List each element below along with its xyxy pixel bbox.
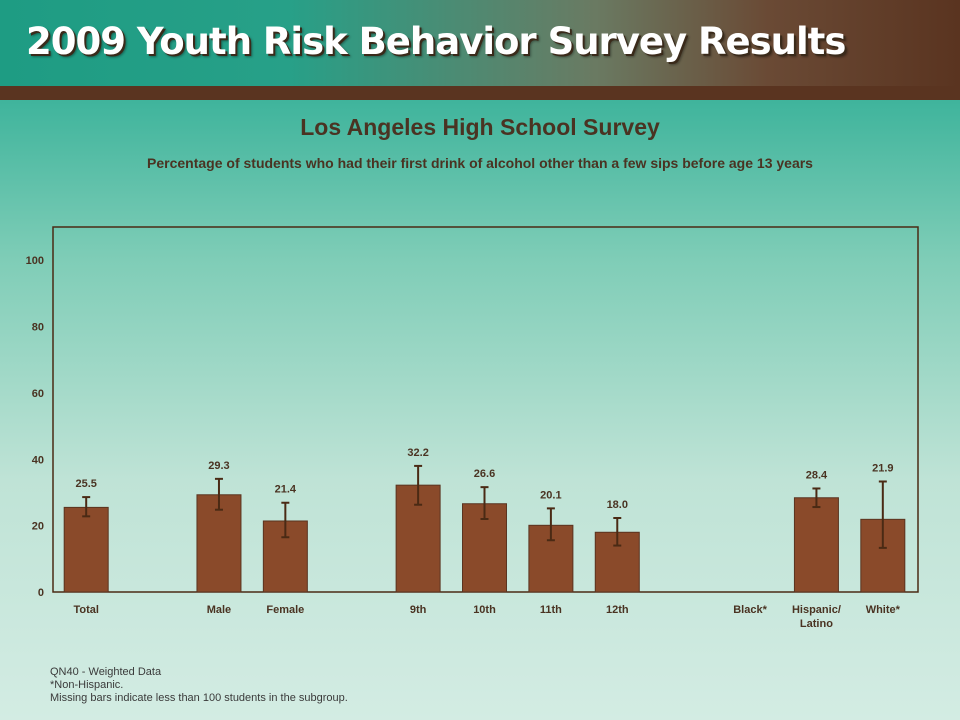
x-tick-label: Latino bbox=[800, 618, 833, 630]
y-tick-label: 40 bbox=[32, 454, 44, 466]
x-tick-label: Female bbox=[266, 604, 304, 616]
data-label: 26.6 bbox=[474, 468, 495, 480]
y-tick-label: 0 bbox=[38, 587, 44, 599]
footnote-data-source: QN40 - Weighted Data bbox=[50, 666, 162, 678]
x-tick-label: Male bbox=[207, 604, 231, 616]
x-tick-label: 10th bbox=[473, 604, 496, 616]
x-tick-label: 12th bbox=[606, 604, 629, 616]
x-tick-label: Hispanic/ bbox=[792, 604, 841, 616]
y-tick-label: 80 bbox=[32, 322, 44, 334]
bar bbox=[793, 497, 839, 593]
chart-title: Los Angeles High School Survey bbox=[300, 114, 660, 140]
title-banner bbox=[0, 0, 960, 86]
x-tick-label: Total bbox=[73, 604, 98, 616]
x-tick-label: White* bbox=[866, 604, 901, 616]
page-title: 2009 Youth Risk Behavior Survey Results bbox=[26, 20, 846, 63]
data-label: 25.5 bbox=[75, 478, 96, 490]
data-label: 28.4 bbox=[806, 469, 828, 481]
banner-rule bbox=[0, 86, 960, 100]
x-tick-label: 9th bbox=[410, 604, 427, 616]
bar bbox=[196, 494, 242, 593]
y-tick-label: 20 bbox=[32, 521, 44, 533]
data-label: 18.0 bbox=[607, 499, 628, 511]
y-tick-label: 100 bbox=[26, 255, 44, 267]
data-label: 20.1 bbox=[540, 489, 561, 501]
x-tick-label: 11th bbox=[540, 604, 562, 616]
y-tick-label: 60 bbox=[32, 388, 44, 400]
x-tick-label: Black* bbox=[733, 604, 767, 616]
footnote-missing-bars: Missing bars indicate less than 100 stud… bbox=[50, 692, 348, 704]
bar bbox=[63, 506, 109, 593]
footnotes: QN40 - Weighted Data *Non-Hispanic. Miss… bbox=[50, 666, 348, 705]
data-label: 29.3 bbox=[208, 460, 229, 472]
footnote-non-hispanic: *Non-Hispanic. bbox=[50, 679, 124, 691]
data-label: 21.9 bbox=[872, 463, 893, 475]
data-label: 21.4 bbox=[275, 484, 297, 496]
chart-subtitle: Percentage of students who had their fir… bbox=[147, 155, 813, 171]
data-label: 32.2 bbox=[407, 447, 428, 459]
